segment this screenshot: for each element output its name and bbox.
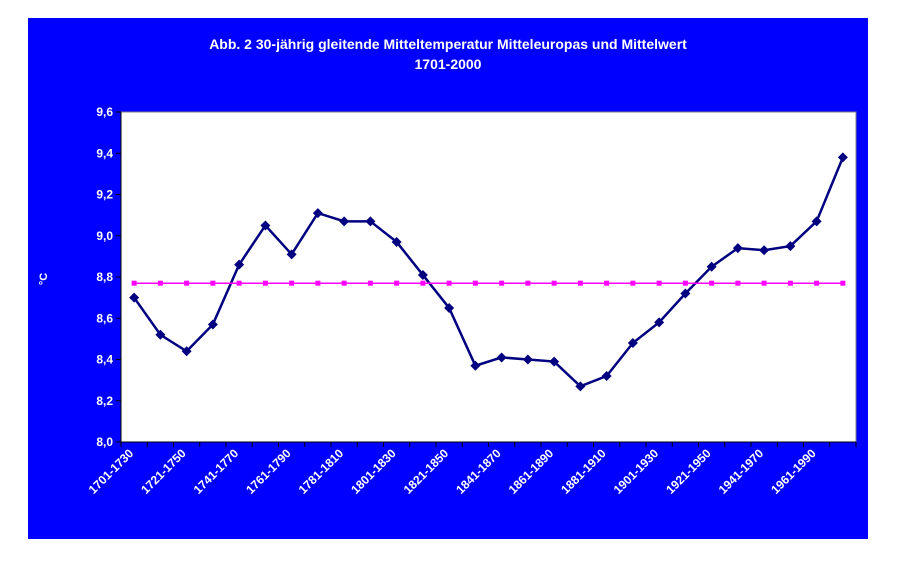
chart-area: Abb. 2 30-jährig gleitende Mitteltempera… [28,18,868,539]
x-tick-label: 1721-1750 [138,446,189,497]
data-point [811,216,822,227]
data-point [601,371,612,381]
y-tick-label: 8,0 [96,435,113,449]
chart-title: Abb. 2 30-jährig gleitende Mitteltempera… [209,36,687,52]
mean-point [682,280,688,286]
data-point [785,241,796,252]
y-tick-label: 8,8 [96,270,113,284]
data-point [680,288,691,299]
mean-point [814,280,820,286]
mean-point [604,280,610,286]
mean-point [630,280,636,286]
x-tick-label: 1901-1930 [611,446,662,497]
data-point [339,216,350,227]
mean-point [761,280,767,286]
x-tick-label: 1741-1770 [191,446,242,497]
data-point [260,220,271,231]
mean-point [262,280,268,286]
data-point [732,243,743,254]
mean-point [499,280,505,286]
data-point [286,249,297,260]
mean-point [472,280,478,286]
data-point [496,352,507,363]
mean-point [577,280,583,286]
mean-point [184,280,190,286]
mean-point [446,280,452,286]
series-line-1 [133,156,845,388]
y-tick-label: 9,6 [96,105,113,119]
x-tick-label: 1921-1950 [663,446,714,497]
data-point [234,259,245,270]
mean-point [367,280,373,286]
mean-point [341,280,347,286]
x-tick-label: 1961-1990 [768,446,819,497]
y-tick-label: 9,4 [96,146,113,160]
data-point [837,152,848,163]
y-tick-label: 9,2 [96,188,113,202]
x-tick-label: 1781-1810 [296,446,347,497]
data-point [444,302,455,313]
data-point [706,261,717,272]
data-point [155,329,166,340]
line-chart: 8,0 8,2 8,4 8,6 8,8 9,0 9,2 9,4 9,6 1701-1730 1721… [86,105,857,497]
mean-point [315,280,321,286]
data-point [627,338,638,348]
x-tick-label: 1761-1790 [243,446,294,497]
y-tick-label: 8,4 [96,353,113,367]
data-point [181,346,192,357]
data-point [129,292,140,303]
data-point [365,216,376,227]
x-tick-label: 1701-1730 [86,446,137,497]
data-point [312,208,323,219]
mean-point [157,280,163,286]
x-tick-label: 1881-1910 [558,446,609,497]
mean-point [289,280,295,286]
data-point [391,236,402,247]
mean-point [420,280,426,286]
y-tick-label: 8,2 [96,394,113,408]
mean-point [525,280,531,286]
mean-point [394,280,400,286]
mean-point [709,280,715,286]
mean-point [551,280,557,286]
x-tick-label: 1821-1850 [401,446,452,497]
y-tick-label: 9,0 [96,229,113,243]
x-tick-label: 1841-1870 [453,446,504,497]
data-point [470,360,481,371]
x-tick-label: 1941-1970 [716,446,767,497]
data-point [654,317,665,328]
mean-point [131,280,137,286]
data-point [207,319,218,330]
data-point [759,245,770,256]
mean-point [787,280,793,286]
y-tick-label: 8,6 [96,311,113,325]
x-tick-label: 1861-1890 [506,446,557,497]
mean-point [210,280,216,286]
mean-point [735,280,741,286]
data-point [575,381,586,392]
x-tick-label: 1801-1830 [348,446,399,497]
data-point [522,354,533,365]
mean-point [656,280,662,286]
plot-area [120,111,857,443]
data-point [549,356,560,367]
data-point [417,269,428,280]
chart-subtitle: 1701-2000 [414,56,482,72]
mean-point [236,280,242,286]
mean-point [840,280,846,286]
